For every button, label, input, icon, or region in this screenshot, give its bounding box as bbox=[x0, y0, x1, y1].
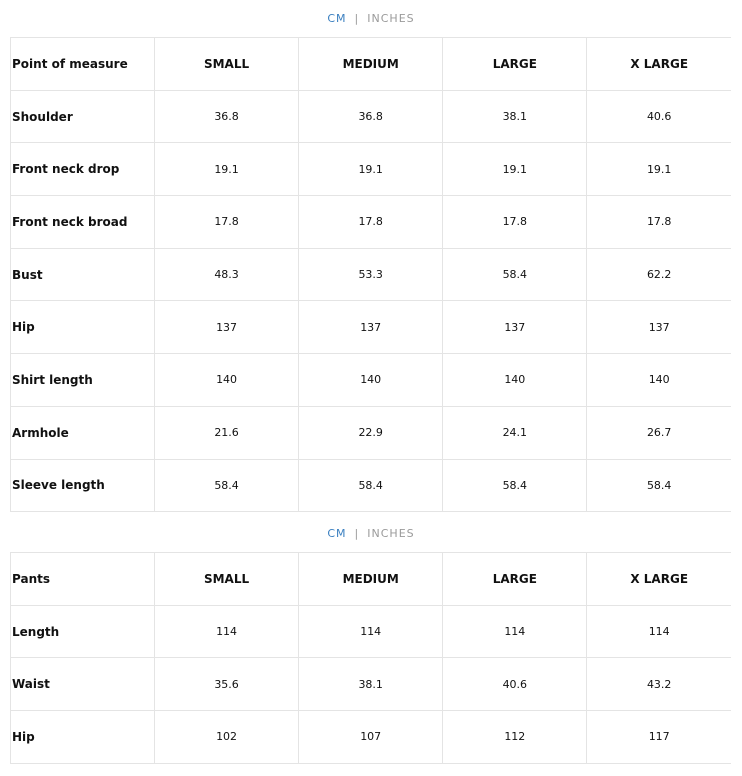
measurement-cell: 140 bbox=[153, 353, 300, 407]
table-row: Armhole 21.6 22.9 24.1 26.7 bbox=[10, 405, 731, 460]
measure-label: Shoulder bbox=[10, 89, 155, 144]
toggle-separator: | bbox=[354, 527, 360, 540]
table-row: Front neck drop 19.1 19.1 19.1 19.1 bbox=[10, 142, 731, 197]
measurement-cell: 58.4 bbox=[442, 458, 588, 513]
table-row: Hip 102 107 112 117 bbox=[10, 710, 731, 764]
table-row: Length 114 114 114 114 bbox=[10, 604, 731, 659]
unit-toggle-shirt: CM | INCHES bbox=[0, 12, 742, 25]
column-header: X LARGE bbox=[586, 552, 731, 606]
measure-label: Front neck drop bbox=[10, 142, 155, 197]
measurement-cell: 114 bbox=[298, 604, 444, 659]
measurement-cell: 24.1 bbox=[442, 405, 588, 460]
header-row: Pants SMALL MEDIUM LARGE X LARGE bbox=[10, 552, 731, 606]
table-row: Hip 137 137 137 137 bbox=[10, 300, 731, 355]
column-header: X LARGE bbox=[586, 37, 731, 91]
measurement-cell: 117 bbox=[586, 710, 731, 764]
measure-label: Hip bbox=[10, 710, 155, 764]
column-header: LARGE bbox=[442, 37, 588, 91]
measurement-cell: 26.7 bbox=[586, 405, 731, 460]
measurement-cell: 40.6 bbox=[586, 89, 731, 144]
inches-toggle[interactable]: INCHES bbox=[367, 12, 415, 25]
measure-label: Shirt length bbox=[10, 353, 155, 407]
measurement-cell: 48.3 bbox=[153, 247, 300, 302]
measurement-cell: 38.1 bbox=[442, 89, 588, 144]
measurement-cell: 137 bbox=[442, 300, 588, 355]
table-row: Sleeve length 58.4 58.4 58.4 58.4 bbox=[10, 458, 731, 513]
measurement-cell: 107 bbox=[298, 710, 444, 764]
measurement-cell: 35.6 bbox=[153, 657, 300, 712]
measurement-cell: 58.4 bbox=[153, 458, 300, 513]
column-header: Point of measure bbox=[10, 37, 155, 91]
measurement-cell: 17.8 bbox=[586, 195, 731, 249]
column-header: SMALL bbox=[153, 37, 300, 91]
toggle-separator: | bbox=[354, 12, 360, 25]
measure-label: Armhole bbox=[10, 405, 155, 460]
cm-toggle[interactable]: CM bbox=[327, 527, 347, 540]
measurement-cell: 112 bbox=[442, 710, 588, 764]
measurement-cell: 17.8 bbox=[298, 195, 444, 249]
measure-label: Bust bbox=[10, 247, 155, 302]
measurement-cell: 58.4 bbox=[442, 247, 588, 302]
measure-label: Length bbox=[10, 604, 155, 659]
measurement-cell: 114 bbox=[586, 604, 731, 659]
measurement-cell: 140 bbox=[586, 353, 731, 407]
column-header: Pants bbox=[10, 552, 155, 606]
measurement-cell: 137 bbox=[153, 300, 300, 355]
table-row: Front neck broad 17.8 17.8 17.8 17.8 bbox=[10, 195, 731, 249]
measure-label: Front neck broad bbox=[10, 195, 155, 249]
pants-size-table: Pants SMALL MEDIUM LARGE X LARGE Length 114 114… bbox=[10, 552, 731, 764]
measurement-cell: 38.1 bbox=[298, 657, 444, 712]
measurement-cell: 19.1 bbox=[153, 142, 300, 197]
table-row: Bust 48.3 53.3 58.4 62.2 bbox=[10, 247, 731, 302]
measurement-cell: 114 bbox=[153, 604, 300, 659]
measurement-cell: 140 bbox=[298, 353, 444, 407]
table-row: Shirt length 140 140 140 140 bbox=[10, 353, 731, 407]
measure-label: Hip bbox=[10, 300, 155, 355]
cm-toggle[interactable]: CM bbox=[327, 12, 347, 25]
measurement-cell: 114 bbox=[442, 604, 588, 659]
shirt-size-table: Point of measure SMALL MEDIUM LARGE X LARGE S… bbox=[10, 37, 731, 513]
measurement-cell: 19.1 bbox=[298, 142, 444, 197]
measurement-cell: 58.4 bbox=[298, 458, 444, 513]
measurement-cell: 17.8 bbox=[442, 195, 588, 249]
measurement-cell: 62.2 bbox=[586, 247, 731, 302]
unit-toggle-pants: CM | INCHES bbox=[0, 527, 742, 540]
column-header: LARGE bbox=[442, 552, 588, 606]
measure-label: Waist bbox=[10, 657, 155, 712]
table-row: Waist 35.6 38.1 40.6 43.2 bbox=[10, 657, 731, 712]
measurement-cell: 58.4 bbox=[586, 458, 731, 513]
measurement-cell: 40.6 bbox=[442, 657, 588, 712]
measurement-cell: 43.2 bbox=[586, 657, 731, 712]
measurement-cell: 19.1 bbox=[442, 142, 588, 197]
measurement-cell: 22.9 bbox=[298, 405, 444, 460]
table-row: Shoulder 36.8 36.8 38.1 40.6 bbox=[10, 89, 731, 144]
column-header: MEDIUM bbox=[298, 37, 444, 91]
column-header: MEDIUM bbox=[298, 552, 444, 606]
measurement-cell: 21.6 bbox=[153, 405, 300, 460]
measurement-cell: 137 bbox=[298, 300, 444, 355]
measurement-cell: 36.8 bbox=[153, 89, 300, 144]
measurement-cell: 137 bbox=[586, 300, 731, 355]
measurement-cell: 53.3 bbox=[298, 247, 444, 302]
measurement-cell: 36.8 bbox=[298, 89, 444, 144]
inches-toggle[interactable]: INCHES bbox=[367, 527, 415, 540]
measurement-cell: 19.1 bbox=[586, 142, 731, 197]
measurement-cell: 102 bbox=[153, 710, 300, 764]
measurement-cell: 17.8 bbox=[153, 195, 300, 249]
column-header: SMALL bbox=[153, 552, 300, 606]
measurement-cell: 140 bbox=[442, 353, 588, 407]
header-row: Point of measure SMALL MEDIUM LARGE X LARGE bbox=[10, 37, 731, 91]
measure-label: Sleeve length bbox=[10, 458, 155, 513]
